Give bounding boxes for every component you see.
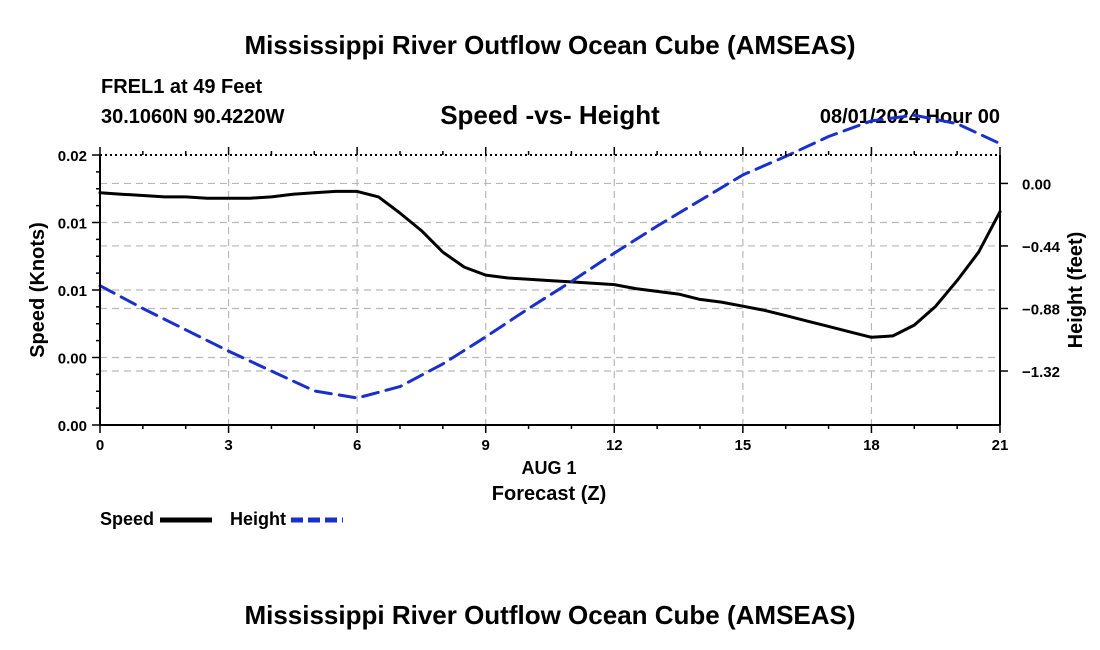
x-tick-label: 15: [735, 437, 752, 454]
x-tick-label: 3: [224, 437, 232, 454]
x-tick-label: 12: [606, 437, 623, 454]
coordinates-label: 30.1060N 90.4220W: [101, 106, 285, 128]
x-tick-label: 0: [96, 437, 104, 454]
grid-layer: [100, 155, 1000, 425]
x-axis-label: Forecast (Z): [492, 483, 606, 505]
x-tick-label: 9: [482, 437, 490, 454]
axes-layer: 0 3 6 9 12 15 18 21 0.00 0.00 0.01 0.01 0.02 0.00 −0.4…: [58, 147, 1061, 454]
footer-title: Mississippi River Outflow Ocean Cube (AM…: [244, 600, 856, 630]
series-speed-line: [98, 189, 1002, 339]
y-right-tick-label: 0.00: [1022, 176, 1051, 193]
series-layer: [98, 113, 1002, 400]
datetime-label: 08/01/2024 Hour 00: [819, 106, 1000, 128]
legend: Speed Height: [100, 509, 343, 529]
y-right-tick-label: −0.44: [1022, 239, 1061, 256]
y-left-axis-label: Speed (Knots): [27, 222, 49, 358]
chart-subtitle: Speed -vs- Height: [440, 100, 660, 130]
y-left-tick-label: 0.02: [58, 148, 87, 165]
page-title: Mississippi River Outflow Ocean Cube (AM…: [244, 30, 856, 60]
x-tick-label: 21: [992, 437, 1009, 454]
legend-height-label: Height: [230, 509, 286, 529]
series-height-line: [98, 113, 1002, 400]
y-left-tick-label: 0.01: [58, 216, 87, 233]
y-right-axis-label: Height (feet): [1065, 232, 1087, 349]
y-left-tick-label: 0.00: [58, 418, 87, 435]
legend-speed-label: Speed: [100, 509, 154, 529]
labels-layer: AUG 1 Forecast (Z) Speed (Knots) Height …: [27, 222, 1087, 505]
y-right-tick-label: −0.88: [1022, 301, 1060, 318]
y-left-tick-label: 0.01: [58, 283, 87, 300]
y-right-tick-label: −1.32: [1022, 364, 1060, 381]
x-tick-label: 18: [863, 437, 880, 454]
y-left-tick-label: 0.00: [58, 351, 87, 368]
x-tick-label: 6: [353, 437, 361, 454]
x-date-label: AUG 1: [521, 458, 576, 478]
station-label: FREL1 at 49 Feet: [101, 76, 263, 98]
